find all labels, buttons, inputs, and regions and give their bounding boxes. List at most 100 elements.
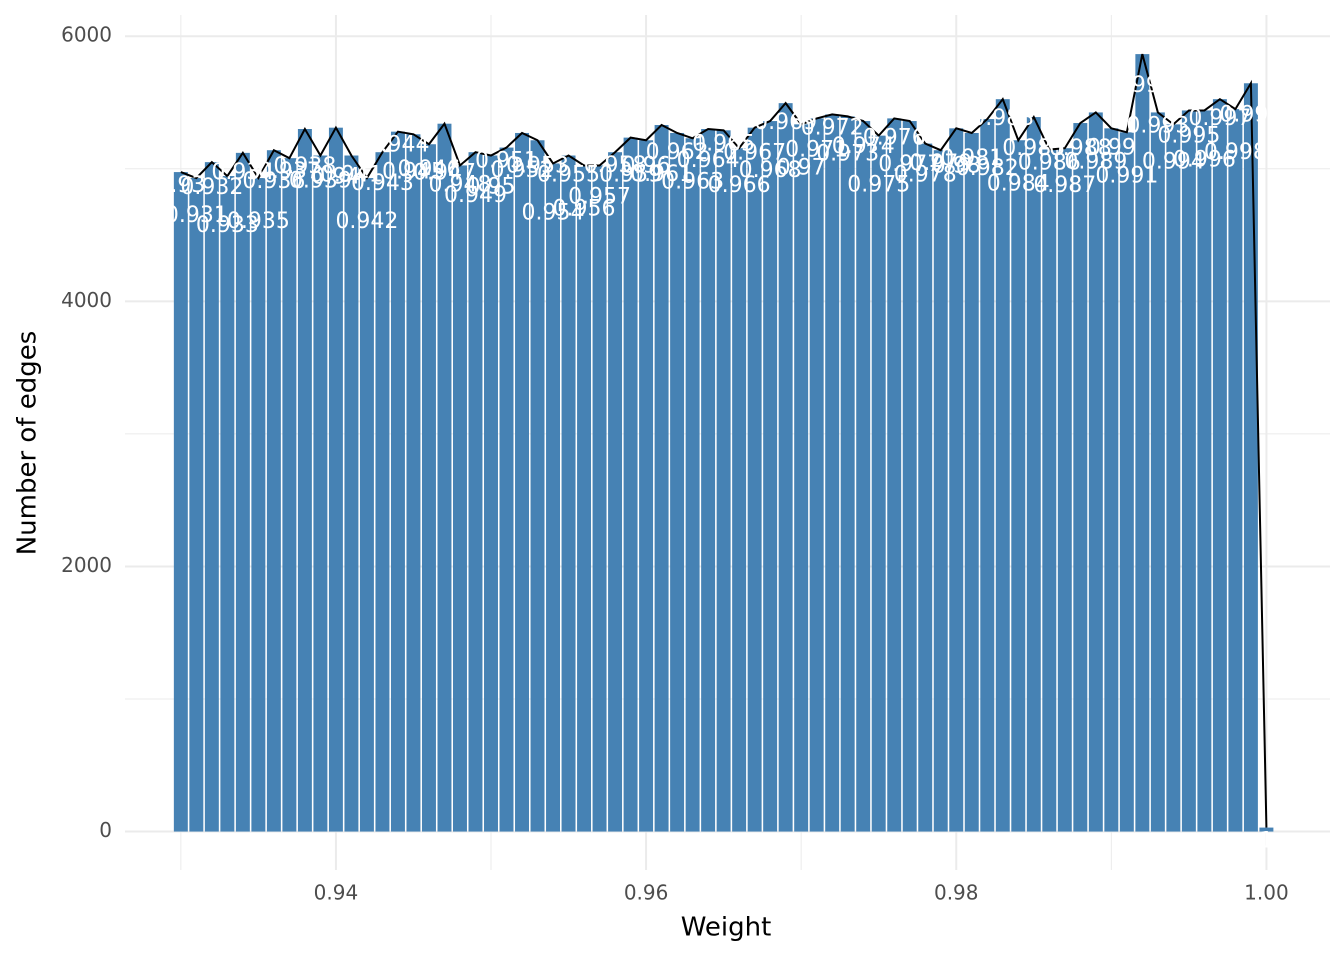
- bar: [561, 155, 576, 832]
- bar: [1026, 117, 1041, 832]
- bar: [980, 119, 995, 832]
- bar: [794, 124, 809, 832]
- point-label: 0.932: [180, 175, 243, 200]
- bar: [375, 152, 390, 832]
- bar: [933, 150, 948, 832]
- point-label: 0.945: [382, 159, 445, 184]
- bar: [359, 178, 374, 832]
- point-label: 0.966: [708, 173, 771, 198]
- bar: [716, 130, 731, 832]
- point-label: 0.97: [777, 155, 826, 180]
- point-label: 0.993: [1126, 113, 1189, 138]
- bar: [685, 138, 700, 832]
- x-tick-label: 1.00: [1244, 881, 1289, 905]
- point-label: 0.982: [956, 156, 1019, 181]
- point-label: 0.997: [1188, 106, 1251, 131]
- bar: [282, 158, 297, 832]
- bar: [173, 172, 188, 832]
- point-label: 0.989: [1064, 149, 1127, 174]
- point-label: 0.934: [211, 160, 274, 185]
- point-label: 0.962: [646, 140, 709, 165]
- y-tick-label: 4000: [61, 288, 112, 312]
- bar: [515, 132, 529, 832]
- bar: [1259, 827, 1274, 832]
- bar: [1243, 83, 1258, 832]
- bar: [1228, 109, 1243, 832]
- point-label: 0.936: [242, 169, 305, 194]
- bar: [1150, 112, 1165, 832]
- point-label: 0.996: [1173, 147, 1236, 172]
- bar: [1212, 99, 1227, 832]
- point-label: 0.98: [932, 153, 981, 178]
- point-label: 0.986: [1018, 151, 1081, 176]
- bar: [1197, 110, 1212, 832]
- bar: [670, 132, 685, 832]
- point-label: 0.955: [537, 163, 600, 188]
- point-label: 0.978: [894, 163, 957, 188]
- point-label: 0.931: [165, 203, 228, 228]
- bar: [390, 131, 405, 832]
- y-axis-title: Number of edges: [13, 331, 43, 556]
- point-label: 0.967: [723, 141, 786, 166]
- bar: [266, 150, 281, 832]
- bar: [856, 121, 871, 832]
- point-label: 0.96: [622, 153, 671, 178]
- point-label: 0.974: [832, 134, 895, 159]
- bar: [654, 125, 669, 832]
- point-label: 0.953: [506, 153, 569, 178]
- point-label: 0.985: [1002, 136, 1065, 161]
- point-label: 0.937: [258, 159, 321, 184]
- point-label: 0.959: [599, 163, 662, 188]
- bar: [1135, 54, 1150, 832]
- bar: [639, 140, 654, 832]
- point-label: 0.981: [940, 146, 1003, 171]
- point-label: 0.972: [801, 115, 864, 140]
- bar: [344, 155, 359, 832]
- point-label: 0.951: [475, 149, 538, 174]
- bar: [1057, 148, 1072, 832]
- bar: [530, 140, 545, 832]
- bar: [902, 121, 917, 832]
- bar: [204, 162, 219, 832]
- bar: [577, 165, 592, 832]
- point-label: 0.983: [971, 106, 1034, 131]
- point-label: 0.943: [351, 171, 414, 196]
- point-label: 0.987: [1033, 173, 1096, 198]
- point-label: 0.984: [987, 171, 1050, 196]
- point-label: 0.995: [1157, 123, 1220, 148]
- point-label: 0.963: [661, 169, 724, 194]
- point-label: 0.976: [863, 125, 926, 150]
- y-tick-label: 6000: [61, 23, 112, 47]
- point-label: 0.99: [1087, 135, 1136, 160]
- bar: [484, 155, 498, 832]
- bar: [328, 127, 343, 832]
- y-tick-label: 0: [99, 818, 112, 842]
- point-label: 0.979: [909, 151, 972, 176]
- bar: [406, 134, 421, 832]
- x-tick-label: 0.94: [314, 881, 359, 905]
- bar: [1073, 123, 1088, 832]
- bar: [546, 163, 561, 832]
- bar: [887, 118, 902, 832]
- point-label: 0.999: [1219, 102, 1282, 127]
- x-tick-label: 0.96: [624, 881, 669, 905]
- point-label: 0.935: [227, 209, 290, 234]
- bar: [778, 103, 793, 832]
- point-label: 0.969: [754, 110, 817, 135]
- point-label: 1: [1259, 829, 1273, 854]
- bar: [809, 118, 824, 832]
- point-label: 0.93: [156, 173, 205, 198]
- point-label: 0.968: [739, 158, 802, 183]
- bar: [1011, 140, 1026, 832]
- line: [180, 53, 1268, 828]
- point-label: 0.947: [413, 161, 476, 186]
- bar: [701, 129, 716, 832]
- bar: [468, 152, 483, 832]
- bar: [763, 121, 778, 832]
- bar: [251, 178, 266, 832]
- bar: [220, 176, 235, 832]
- point-label: 0.977: [878, 152, 941, 177]
- bar: [453, 165, 467, 832]
- bar: [297, 129, 312, 832]
- bar: [608, 152, 623, 832]
